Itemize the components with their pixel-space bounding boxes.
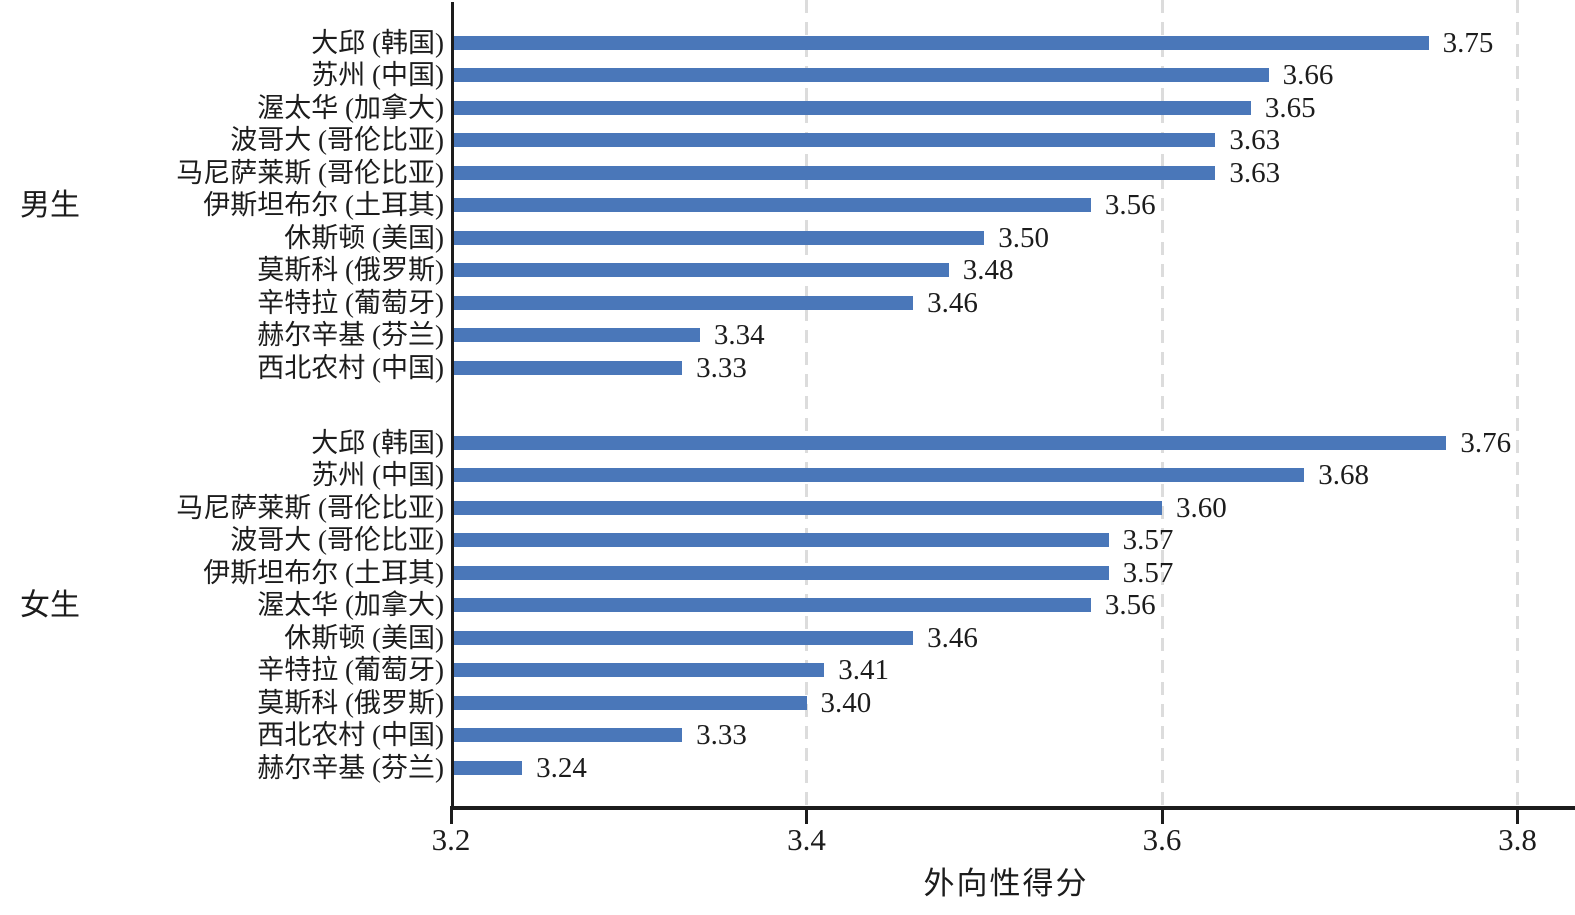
bar bbox=[454, 295, 914, 310]
category-label: 赫尔辛基 (芬兰) bbox=[257, 752, 444, 783]
bar bbox=[454, 198, 1091, 212]
gridline-3.4 bbox=[805, 0, 808, 806]
category-label: 莫斯科 (俄罗斯) bbox=[257, 687, 444, 718]
group-label-male: 男生 bbox=[20, 189, 80, 222]
bar bbox=[454, 598, 1091, 612]
bar-value-label: 3.33 bbox=[696, 351, 747, 384]
category-label: 休斯顿 (美国) bbox=[284, 222, 444, 253]
bar bbox=[454, 35, 1429, 50]
x-tick-label-3.8: 3.8 bbox=[1498, 822, 1537, 857]
bar bbox=[454, 533, 1109, 547]
bar-value-label: 3.75 bbox=[1442, 26, 1494, 59]
bar bbox=[454, 100, 1251, 115]
bar bbox=[454, 728, 683, 742]
category-label: 辛特拉 (葡萄牙) bbox=[257, 287, 444, 318]
bar bbox=[454, 328, 700, 342]
bar bbox=[454, 68, 1269, 82]
category-label: 西北农村 (中国) bbox=[257, 720, 444, 750]
bar-value-label: 3.56 bbox=[1104, 189, 1156, 221]
category-label: 波哥大 (哥伦比亚) bbox=[230, 125, 444, 155]
bar-value-label: 3.46 bbox=[927, 286, 978, 319]
bar bbox=[454, 663, 825, 677]
x-tick-3.6 bbox=[1160, 806, 1164, 824]
gridline-3.8 bbox=[1516, 0, 1519, 806]
bar-value-label: 3.48 bbox=[962, 254, 1014, 286]
category-label: 莫斯科 (俄罗斯) bbox=[257, 255, 444, 285]
bar bbox=[454, 760, 523, 775]
bar-value-label: 3.76 bbox=[1460, 426, 1512, 459]
bar-value-label: 3.65 bbox=[1264, 91, 1316, 124]
category-label: 休斯顿 (美国) bbox=[284, 622, 444, 653]
gridline-3.6 bbox=[1160, 0, 1164, 806]
x-axis-line bbox=[451, 806, 1575, 810]
category-label: 渥太华 (加拿大) bbox=[257, 590, 444, 620]
category-label: 大邱 (韩国) bbox=[311, 27, 444, 58]
bar bbox=[454, 468, 1305, 482]
x-tick-3.4 bbox=[805, 806, 808, 824]
bar-value-label: 3.57 bbox=[1122, 524, 1174, 556]
category-label: 西北农村 (中国) bbox=[257, 352, 444, 383]
bar-value-label: 3.68 bbox=[1318, 459, 1369, 491]
bar-value-label: 3.63 bbox=[1229, 156, 1281, 189]
bar bbox=[454, 360, 683, 375]
bar-value-label: 3.34 bbox=[713, 319, 765, 351]
x-tick-label-3.2: 3.2 bbox=[431, 822, 471, 857]
bar-value-label: 3.33 bbox=[696, 719, 747, 751]
bar bbox=[454, 630, 914, 645]
bar bbox=[454, 435, 1447, 450]
bar-value-label: 3.60 bbox=[1176, 491, 1227, 524]
bar-value-label: 3.56 bbox=[1104, 589, 1156, 621]
x-axis-title: 外向性得分 bbox=[923, 866, 1089, 901]
x-tick-3.8 bbox=[1516, 806, 1519, 824]
category-label: 马尼萨莱斯 (哥伦比亚) bbox=[176, 157, 444, 188]
bar bbox=[454, 230, 985, 245]
category-label: 渥太华 (加拿大) bbox=[257, 92, 444, 123]
x-tick-label-3.4: 3.4 bbox=[787, 822, 826, 857]
y-axis-line bbox=[451, 2, 454, 808]
category-label: 大邱 (韩国) bbox=[311, 427, 444, 458]
bar-value-label: 3.41 bbox=[838, 654, 890, 686]
bar-value-label: 3.40 bbox=[820, 686, 872, 719]
bar-value-label: 3.24 bbox=[536, 751, 587, 784]
bar bbox=[454, 263, 949, 277]
bar-value-label: 3.50 bbox=[998, 221, 1049, 254]
x-tick-label-3.6: 3.6 bbox=[1142, 822, 1182, 857]
bar-value-label: 3.66 bbox=[1282, 59, 1334, 91]
bar bbox=[454, 133, 1216, 147]
bar-value-label: 3.57 bbox=[1122, 556, 1174, 589]
category-label: 伊斯坦布尔 (土耳其) bbox=[203, 557, 444, 588]
bar-value-label: 3.63 bbox=[1229, 124, 1281, 156]
category-label: 苏州 (中国) bbox=[311, 60, 444, 90]
category-label: 赫尔辛基 (芬兰) bbox=[257, 320, 444, 350]
category-label: 辛特拉 (葡萄牙) bbox=[257, 655, 444, 685]
bar bbox=[454, 500, 1162, 515]
bar bbox=[454, 565, 1109, 580]
category-label: 马尼萨莱斯 (哥伦比亚) bbox=[176, 492, 444, 523]
bar bbox=[454, 165, 1216, 180]
x-tick-3.2 bbox=[449, 806, 453, 824]
group-label-female: 女生 bbox=[20, 589, 80, 622]
category-label: 波哥大 (哥伦比亚) bbox=[230, 525, 444, 555]
category-label: 苏州 (中国) bbox=[311, 460, 444, 490]
bar bbox=[454, 695, 807, 710]
category-label: 伊斯坦布尔 (土耳其) bbox=[203, 190, 444, 220]
bar-value-label: 3.46 bbox=[927, 621, 978, 654]
